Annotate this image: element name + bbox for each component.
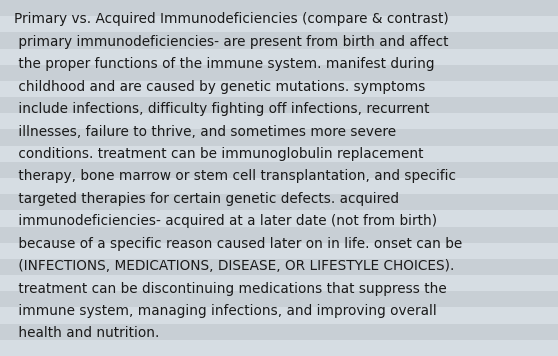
Text: illnesses, failure to thrive, and sometimes more severe: illnesses, failure to thrive, and someti… [14, 125, 396, 138]
Text: Primary vs. Acquired Immunodeficiencies (compare & contrast): Primary vs. Acquired Immunodeficiencies … [14, 12, 449, 26]
Text: conditions. treatment can be immunoglobulin replacement: conditions. treatment can be immunoglobu… [14, 147, 424, 161]
Text: immune system, managing infections, and improving overall: immune system, managing infections, and … [14, 304, 437, 318]
Text: the proper functions of the immune system. manifest during: the proper functions of the immune syste… [14, 57, 435, 71]
Text: because of a specific reason caused later on in life. onset can be: because of a specific reason caused late… [14, 237, 462, 251]
Text: health and nutrition.: health and nutrition. [14, 326, 160, 340]
Text: (INFECTIONS, MEDICATIONS, DISEASE, OR LIFESTYLE CHOICES).: (INFECTIONS, MEDICATIONS, DISEASE, OR LI… [14, 259, 454, 273]
Text: therapy, bone marrow or stem cell transplantation, and specific: therapy, bone marrow or stem cell transp… [14, 169, 456, 183]
Text: primary immunodeficiencies- are present from birth and affect: primary immunodeficiencies- are present … [14, 35, 449, 49]
Text: childhood and are caused by genetic mutations. symptoms: childhood and are caused by genetic muta… [14, 80, 425, 94]
Text: treatment can be discontinuing medications that suppress the: treatment can be discontinuing medicatio… [14, 282, 447, 295]
Text: immunodeficiencies- acquired at a later date (not from birth): immunodeficiencies- acquired at a later … [14, 214, 437, 228]
Text: targeted therapies for certain genetic defects. acquired: targeted therapies for certain genetic d… [14, 192, 399, 206]
Text: include infections, difficulty fighting off infections, recurrent: include infections, difficulty fighting … [14, 102, 430, 116]
